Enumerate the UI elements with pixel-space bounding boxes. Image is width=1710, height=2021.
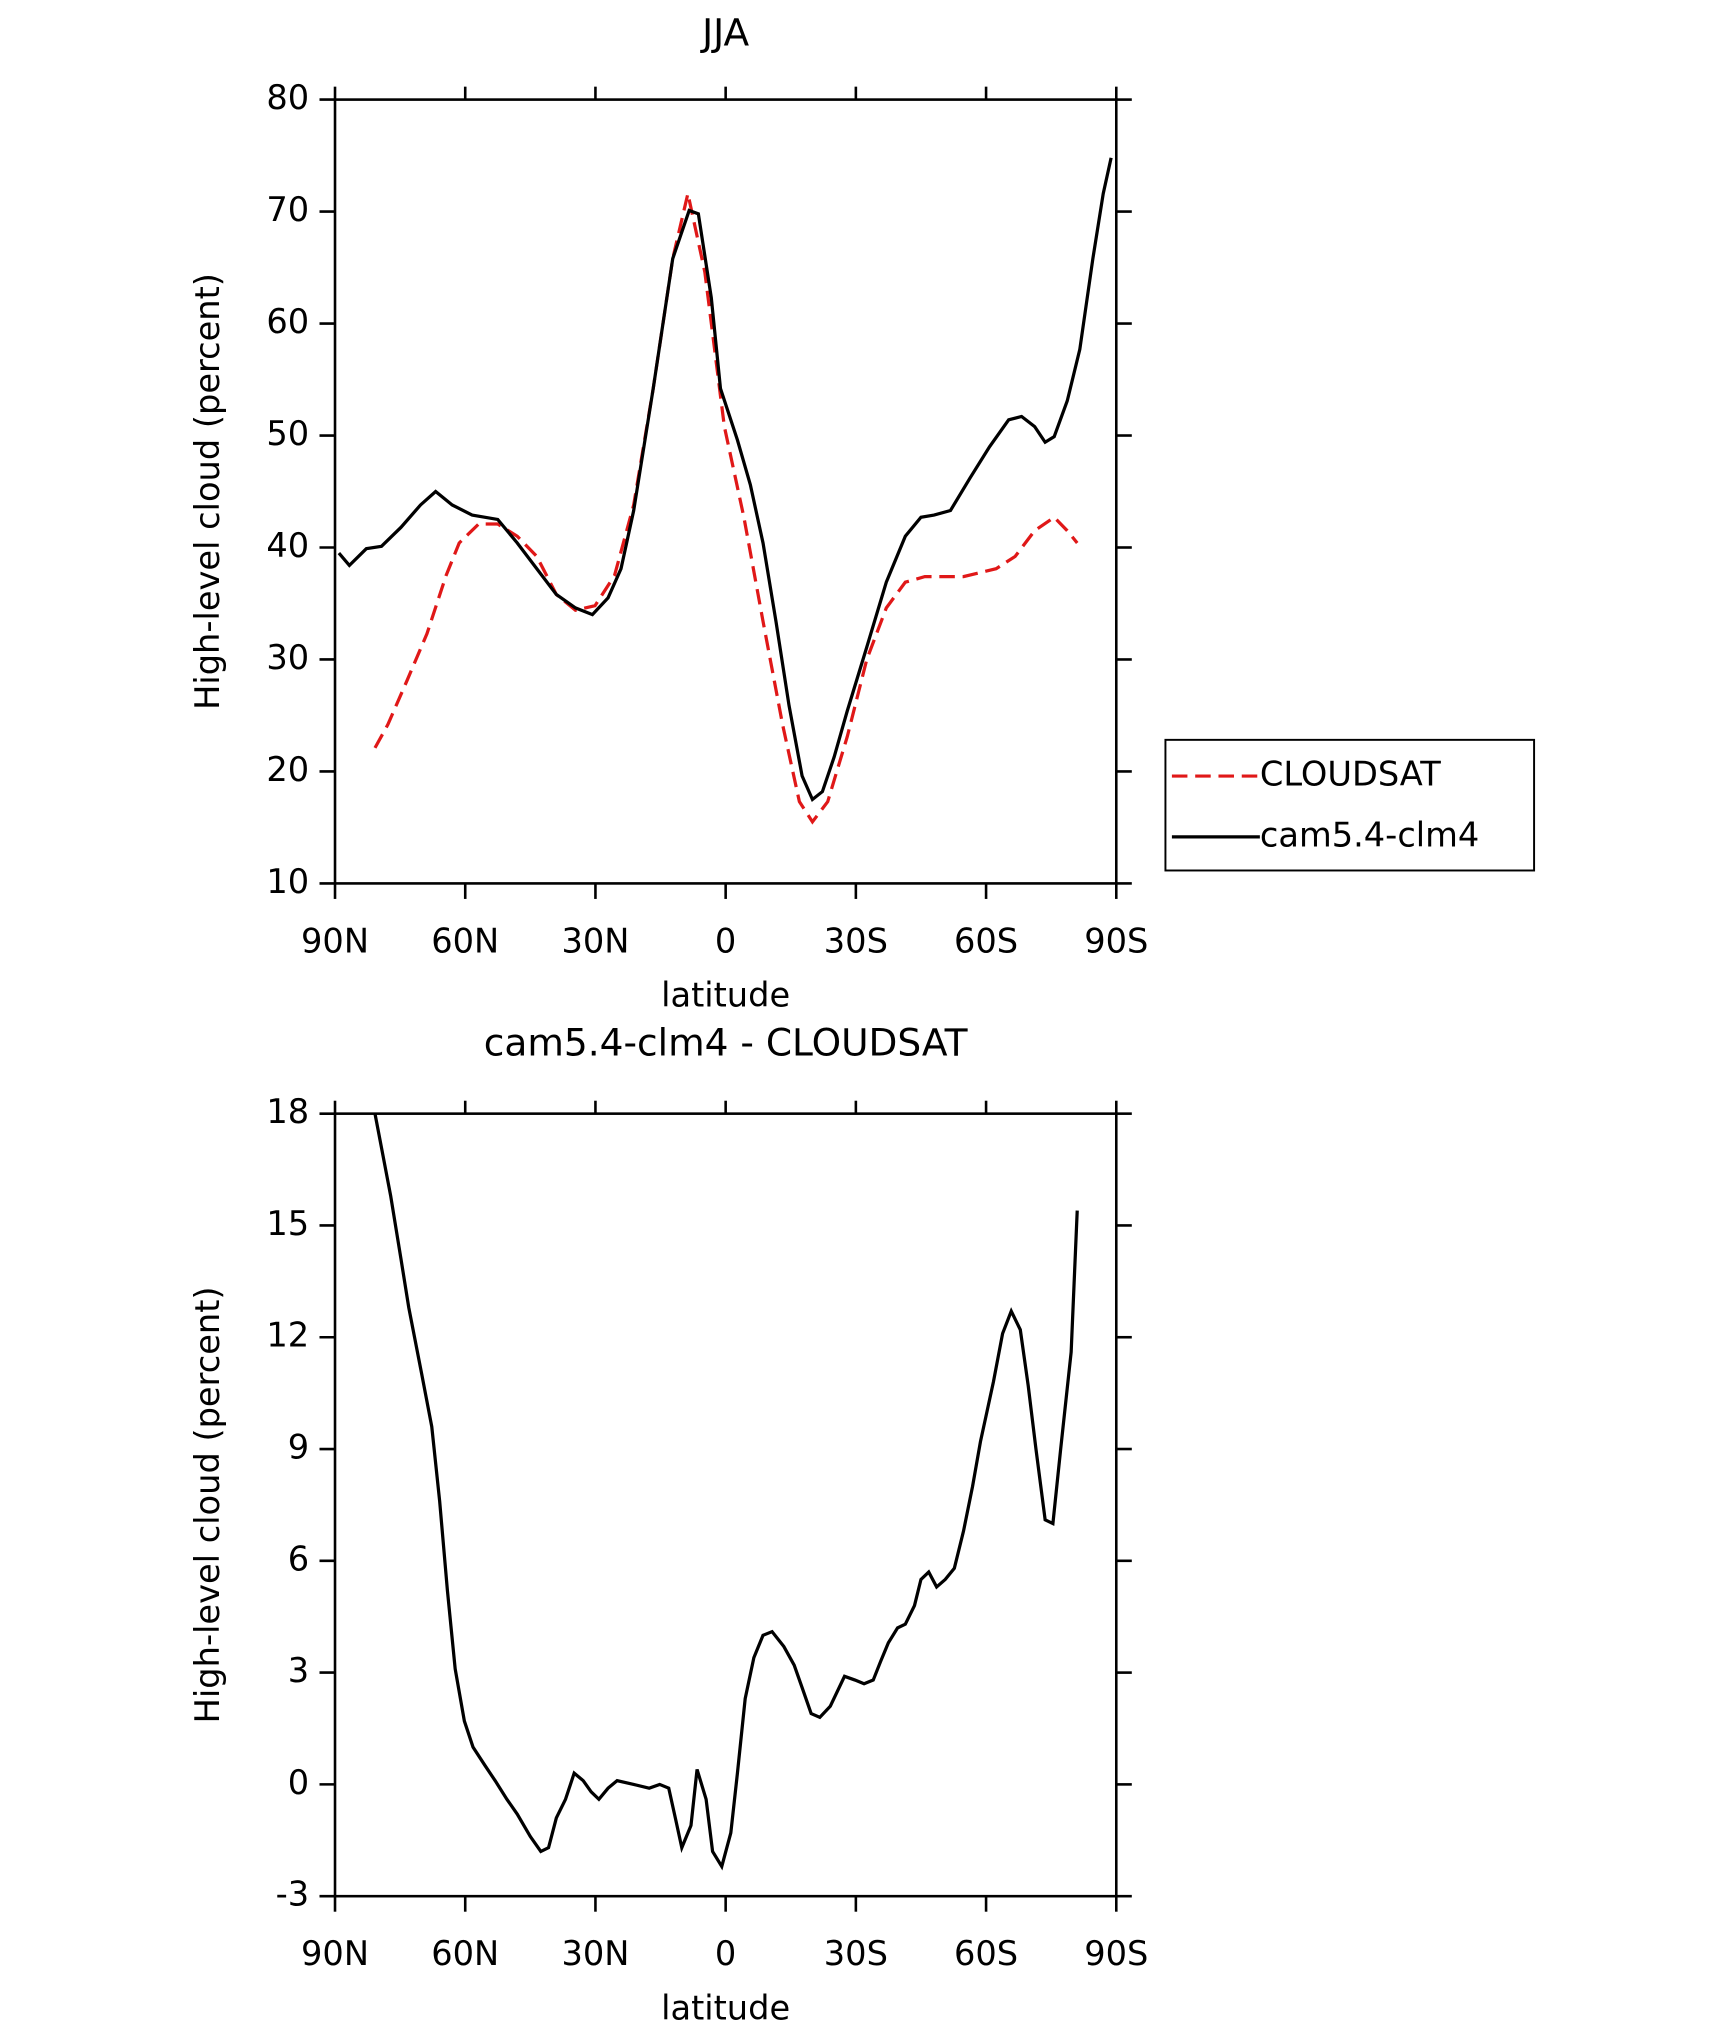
y-tick-label: 9 — [288, 1428, 309, 1467]
x-tick-label: 90S — [1084, 1934, 1148, 1973]
y-tick-label: 0 — [288, 1763, 309, 1802]
y-tick-label: 20 — [266, 750, 309, 789]
legend-label: CLOUDSAT — [1260, 755, 1441, 794]
y-axis-label: High-level cloud (percent) — [188, 273, 227, 710]
y-tick-label: 60 — [266, 302, 309, 341]
data-line — [337, 157, 1113, 803]
x-tick-label: 90N — [301, 1934, 369, 1973]
chart-title: JJA — [700, 10, 749, 54]
y-tick-label: 12 — [266, 1316, 309, 1355]
legend-box — [1164, 738, 1536, 872]
x-axis-label: latitude — [661, 976, 790, 1015]
data-line — [373, 1113, 1079, 1871]
y-axis-label: High-level cloud (percent) — [188, 1287, 227, 1724]
x-tick-label: 0 — [715, 921, 736, 960]
plot-frame — [333, 98, 1118, 885]
y-tick-label: 50 — [266, 414, 309, 453]
y-tick-label: 3 — [288, 1651, 309, 1690]
chart-title: cam5.4-clm4 - CLOUDSAT — [484, 1021, 969, 1065]
y-tick-label: 18 — [266, 1092, 309, 1131]
x-tick-label: 60N — [431, 1934, 499, 1973]
x-tick-label: 60S — [954, 1934, 1018, 1973]
y-tick-label: 70 — [266, 190, 309, 229]
x-tick-label: 60S — [954, 921, 1018, 960]
x-tick-label: 90S — [1084, 921, 1148, 960]
y-tick-label: 6 — [288, 1539, 309, 1578]
legend-label: cam5.4-clm4 — [1260, 815, 1479, 854]
y-tick-label: 30 — [266, 638, 309, 677]
x-tick-label: 30N — [561, 921, 629, 960]
x-tick-label: 90N — [301, 921, 369, 960]
x-tick-label: 0 — [715, 1934, 736, 1973]
data-line — [373, 193, 1079, 825]
y-tick-label: 10 — [266, 862, 309, 901]
y-tick-label: 15 — [266, 1204, 309, 1243]
x-tick-label: 30S — [824, 921, 888, 960]
x-tick-label: 30N — [561, 1934, 629, 1973]
x-axis-label: latitude — [661, 1989, 790, 2021]
y-tick-label: -3 — [276, 1875, 310, 1914]
y-tick-label: 80 — [266, 78, 309, 117]
plot-frame — [333, 1112, 1118, 1898]
y-tick-label: 40 — [266, 526, 309, 565]
x-tick-label: 60N — [431, 921, 499, 960]
x-tick-label: 30S — [824, 1934, 888, 1973]
